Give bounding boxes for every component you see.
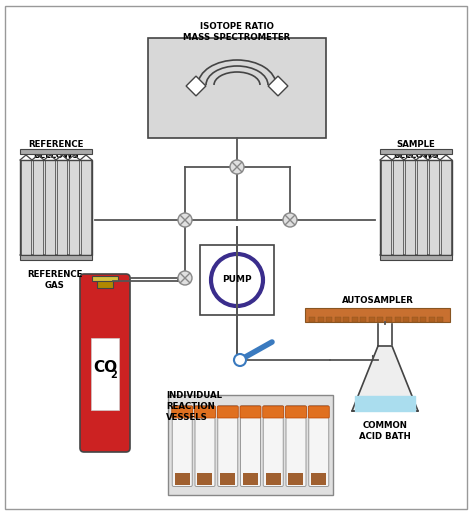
FancyBboxPatch shape <box>263 406 284 418</box>
Bar <box>369 317 375 322</box>
Bar <box>20 160 92 255</box>
Bar <box>380 160 452 255</box>
Bar <box>186 76 206 96</box>
Bar <box>289 473 303 485</box>
FancyBboxPatch shape <box>80 274 130 452</box>
FancyBboxPatch shape <box>286 406 306 486</box>
Bar <box>386 317 392 322</box>
Bar <box>372 355 378 365</box>
Polygon shape <box>33 160 43 255</box>
Text: REFERENCE
GAS: REFERENCE GAS <box>27 270 82 290</box>
Bar <box>200 245 274 315</box>
Bar <box>220 473 235 485</box>
Text: REFERENCE
BELLOWS: REFERENCE BELLOWS <box>28 140 84 160</box>
Circle shape <box>178 213 192 227</box>
FancyBboxPatch shape <box>195 406 215 486</box>
Bar <box>20 255 92 260</box>
Polygon shape <box>441 160 451 255</box>
Text: CO: CO <box>93 360 117 376</box>
Bar <box>148 38 326 138</box>
Bar <box>175 473 190 485</box>
Text: SAMPLE
BELLOWS: SAMPLE BELLOWS <box>393 140 439 160</box>
Bar <box>92 276 118 281</box>
FancyBboxPatch shape <box>172 406 192 486</box>
FancyBboxPatch shape <box>308 406 329 418</box>
Bar <box>309 317 315 322</box>
Bar <box>438 317 444 322</box>
Bar <box>91 338 119 410</box>
Bar <box>243 473 258 485</box>
Bar <box>360 317 366 322</box>
FancyBboxPatch shape <box>240 406 261 486</box>
Polygon shape <box>429 160 439 255</box>
FancyBboxPatch shape <box>309 406 329 486</box>
FancyBboxPatch shape <box>263 406 283 486</box>
Bar <box>395 317 401 322</box>
Polygon shape <box>45 160 55 255</box>
Bar <box>380 160 452 255</box>
Text: PUMP: PUMP <box>222 276 252 285</box>
Circle shape <box>230 160 244 174</box>
Bar <box>20 149 92 154</box>
Text: AUTOSAMPLER: AUTOSAMPLER <box>342 296 414 305</box>
Bar <box>343 317 349 322</box>
Circle shape <box>211 254 263 306</box>
Circle shape <box>178 271 192 285</box>
Polygon shape <box>57 160 67 255</box>
Polygon shape <box>352 346 418 411</box>
FancyBboxPatch shape <box>285 406 307 418</box>
Bar <box>377 317 383 322</box>
Polygon shape <box>393 160 403 255</box>
Bar <box>20 160 92 255</box>
Bar <box>305 308 450 322</box>
Bar <box>429 317 435 322</box>
Bar <box>335 317 341 322</box>
Bar <box>266 473 281 485</box>
Text: COMMON
ACID BATH: COMMON ACID BATH <box>359 421 411 441</box>
Bar <box>326 317 332 322</box>
FancyBboxPatch shape <box>194 406 216 418</box>
Bar <box>168 395 333 495</box>
Bar <box>403 317 409 322</box>
FancyBboxPatch shape <box>217 406 238 418</box>
Bar <box>268 76 288 96</box>
Polygon shape <box>417 160 427 255</box>
Text: 2: 2 <box>110 370 118 380</box>
FancyBboxPatch shape <box>218 406 238 486</box>
Text: ISOTOPE RATIO
MASS SPECTROMETER: ISOTOPE RATIO MASS SPECTROMETER <box>183 22 291 42</box>
Circle shape <box>234 354 246 366</box>
Text: INDIVIDUAL
REACTION
VESSELS: INDIVIDUAL REACTION VESSELS <box>166 391 222 422</box>
Bar <box>311 473 326 485</box>
FancyBboxPatch shape <box>240 406 261 418</box>
Circle shape <box>283 213 297 227</box>
Polygon shape <box>81 160 91 255</box>
Polygon shape <box>69 160 79 255</box>
Bar <box>380 255 452 260</box>
Polygon shape <box>405 160 415 255</box>
Bar <box>352 317 358 322</box>
Bar <box>318 317 324 322</box>
Bar <box>97 278 113 288</box>
Bar <box>420 317 426 322</box>
Bar <box>380 149 452 154</box>
Bar <box>198 473 212 485</box>
Polygon shape <box>381 160 391 255</box>
Polygon shape <box>21 160 31 255</box>
FancyBboxPatch shape <box>172 406 193 418</box>
Bar <box>412 317 418 322</box>
